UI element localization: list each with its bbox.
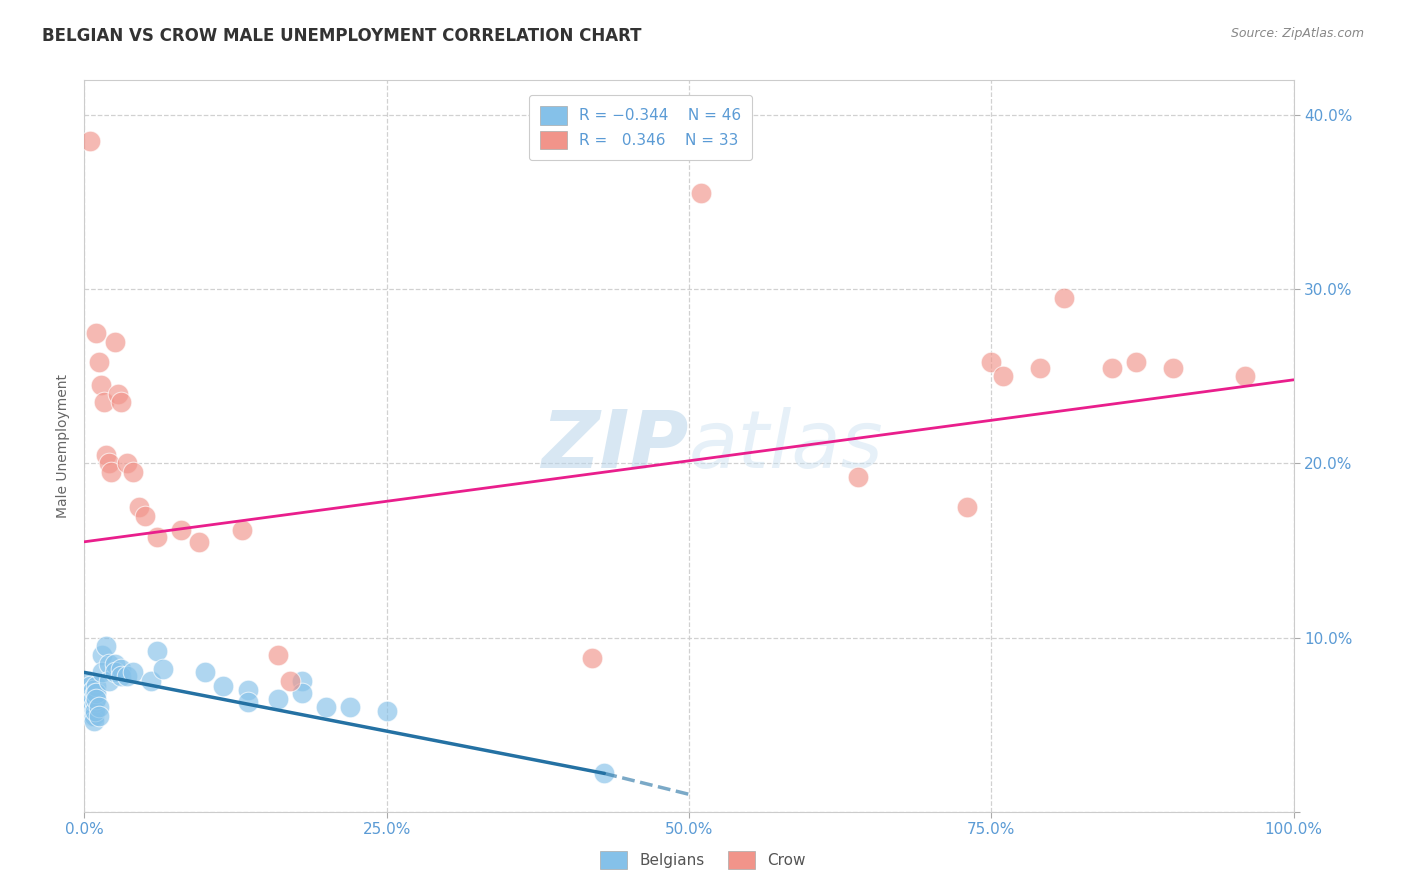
Point	[104, 657, 127, 671]
Point	[236, 682, 259, 697]
Point	[107, 386, 129, 401]
Point	[100, 465, 122, 479]
Point	[84, 704, 107, 718]
Point	[90, 378, 112, 392]
Point	[115, 669, 138, 683]
Point	[110, 395, 132, 409]
Point	[86, 679, 108, 693]
Point	[79, 674, 101, 689]
Point	[139, 674, 162, 689]
Point	[267, 691, 290, 706]
Point	[93, 395, 115, 409]
Point	[690, 186, 713, 201]
Point	[83, 709, 105, 723]
Point	[278, 674, 301, 689]
Point	[315, 700, 337, 714]
Point	[1101, 360, 1123, 375]
Point	[212, 679, 235, 693]
Text: ZIP: ZIP	[541, 407, 689, 485]
Point	[121, 465, 143, 479]
Point	[82, 682, 104, 697]
Point	[87, 700, 110, 714]
Point	[291, 674, 314, 689]
Point	[86, 686, 108, 700]
Point	[146, 644, 169, 658]
Point	[846, 470, 869, 484]
Point	[91, 648, 114, 662]
Point	[104, 334, 127, 349]
Point	[170, 523, 193, 537]
Point	[86, 326, 108, 340]
Point	[1161, 360, 1184, 375]
Point	[121, 665, 143, 680]
Point	[80, 697, 103, 711]
Point	[84, 686, 107, 700]
Point	[110, 669, 132, 683]
Point	[79, 686, 101, 700]
Point	[79, 134, 101, 148]
Point	[581, 651, 603, 665]
Point	[194, 665, 217, 680]
Text: BELGIAN VS CROW MALE UNEMPLOYMENT CORRELATION CHART: BELGIAN VS CROW MALE UNEMPLOYMENT CORREL…	[42, 27, 641, 45]
Point	[128, 500, 150, 514]
Legend: R = −0.344    N = 46, R =   0.346    N = 33: R = −0.344 N = 46, R = 0.346 N = 33	[529, 95, 752, 160]
Point	[134, 508, 156, 523]
Point	[146, 530, 169, 544]
Point	[82, 700, 104, 714]
Point	[86, 691, 108, 706]
Text: Source: ZipAtlas.com: Source: ZipAtlas.com	[1230, 27, 1364, 40]
Point	[1028, 360, 1050, 375]
Point	[82, 691, 104, 706]
Point	[94, 448, 117, 462]
Point	[152, 662, 174, 676]
Point	[115, 457, 138, 471]
Point	[956, 500, 979, 514]
Point	[97, 674, 120, 689]
Point	[91, 665, 114, 680]
Point	[375, 704, 398, 718]
Point	[1234, 369, 1257, 384]
Point	[291, 686, 314, 700]
Point	[236, 695, 259, 709]
Y-axis label: Male Unemployment: Male Unemployment	[56, 374, 70, 518]
Point	[593, 766, 616, 780]
Point	[79, 679, 101, 693]
Text: atlas: atlas	[689, 407, 884, 485]
Point	[80, 709, 103, 723]
Point	[94, 640, 117, 654]
Point	[104, 665, 127, 680]
Point	[87, 355, 110, 369]
Point	[188, 534, 211, 549]
Point	[79, 691, 101, 706]
Point	[80, 704, 103, 718]
Point	[87, 709, 110, 723]
Point	[97, 657, 120, 671]
Point	[83, 714, 105, 728]
Point	[1125, 355, 1147, 369]
Point	[993, 369, 1015, 384]
Point	[1053, 291, 1076, 305]
Point	[97, 457, 120, 471]
Point	[267, 648, 290, 662]
Point	[84, 695, 107, 709]
Point	[83, 704, 105, 718]
Point	[980, 355, 1002, 369]
Legend: Belgians, Crow: Belgians, Crow	[589, 840, 817, 880]
Point	[110, 662, 132, 676]
Point	[339, 700, 361, 714]
Point	[231, 523, 253, 537]
